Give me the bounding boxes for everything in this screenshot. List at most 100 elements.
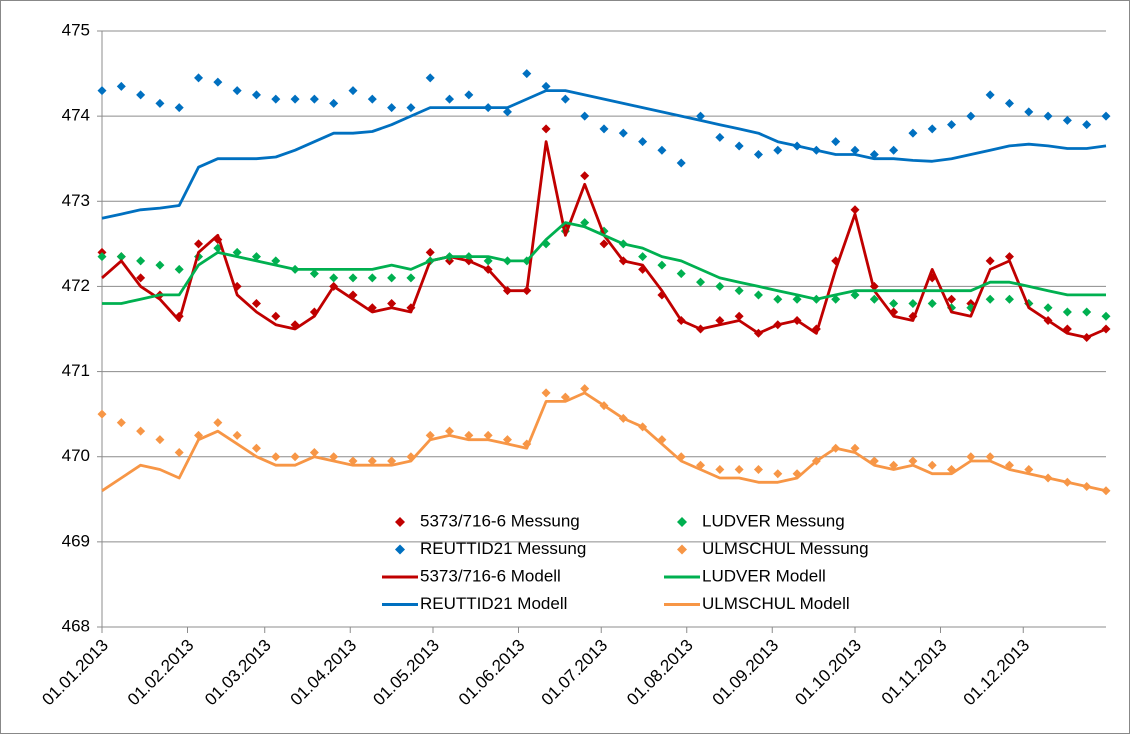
marker [387, 456, 397, 466]
marker [251, 298, 261, 308]
marker [753, 290, 763, 300]
marker [97, 252, 107, 262]
marker [387, 273, 397, 283]
marker [541, 81, 551, 91]
marker [560, 94, 570, 104]
marker [734, 286, 744, 296]
marker [696, 111, 706, 121]
marker [387, 103, 397, 113]
marker [251, 443, 261, 453]
marker [290, 94, 300, 104]
marker [850, 290, 860, 300]
marker [136, 256, 146, 266]
marker [271, 311, 281, 321]
marker [1004, 252, 1014, 262]
marker [676, 158, 686, 168]
marker [869, 149, 879, 159]
marker [232, 86, 242, 96]
y-tick-label: 469 [62, 531, 90, 550]
marker [155, 260, 165, 270]
marker [406, 103, 416, 113]
marker [483, 256, 493, 266]
marker [290, 452, 300, 462]
marker [966, 111, 976, 121]
marker [927, 460, 937, 470]
marker [406, 273, 416, 283]
marker [599, 239, 609, 249]
marker [580, 218, 590, 228]
marker [831, 137, 841, 147]
y-tick-label: 471 [62, 361, 90, 380]
marker [850, 443, 860, 453]
marker [985, 452, 995, 462]
marker [850, 205, 860, 215]
marker [309, 447, 319, 457]
marker [464, 430, 474, 440]
marker [927, 124, 937, 134]
legend-label: REUTTID21 Messung [420, 539, 586, 558]
marker [425, 247, 435, 257]
marker [908, 128, 918, 138]
series-line [101, 89, 1107, 220]
marker [580, 111, 590, 121]
marker [232, 247, 242, 257]
marker [1062, 115, 1072, 125]
marker [1101, 111, 1111, 121]
marker [947, 120, 957, 130]
series-line [101, 391, 1107, 493]
marker [425, 430, 435, 440]
marker [985, 90, 995, 100]
marker [271, 452, 281, 462]
marker [194, 73, 204, 83]
legend-label: ULMSCHUL Modell [702, 594, 850, 613]
marker [445, 426, 455, 436]
legend-swatch [677, 544, 687, 555]
marker [715, 281, 725, 291]
marker [773, 469, 783, 479]
marker [734, 311, 744, 321]
marker [387, 298, 397, 308]
legend-label: 5373/716-6 Modell [420, 566, 561, 585]
marker [502, 435, 512, 445]
marker [425, 73, 435, 83]
marker [715, 464, 725, 474]
legend-swatch [395, 517, 405, 527]
marker [1004, 294, 1014, 304]
marker [1043, 303, 1053, 313]
marker [174, 103, 184, 113]
marker [734, 464, 744, 474]
y-tick-label: 475 [62, 20, 90, 39]
marker [638, 137, 648, 147]
marker [889, 145, 899, 155]
marker [271, 94, 281, 104]
marker [966, 452, 976, 462]
marker [889, 298, 899, 308]
marker [618, 128, 628, 138]
marker [927, 298, 937, 308]
marker [329, 273, 339, 283]
marker [1024, 107, 1034, 117]
y-tick-label: 473 [62, 191, 90, 210]
marker [792, 294, 802, 304]
legend-label: LUDVER Messung [702, 511, 845, 530]
legend-label: 5373/716-6 Messung [420, 511, 580, 530]
marker [657, 260, 667, 270]
marker [753, 149, 763, 159]
marker [136, 90, 146, 100]
marker [348, 456, 358, 466]
marker [174, 264, 184, 274]
marker [1043, 111, 1053, 121]
marker [251, 252, 261, 262]
marker [869, 294, 879, 304]
marker [676, 269, 686, 279]
marker [367, 456, 377, 466]
marker [1082, 307, 1092, 317]
marker [522, 69, 532, 79]
marker [541, 388, 551, 398]
marker [309, 94, 319, 104]
legend-label: REUTTID21 Modell [420, 594, 567, 613]
marker [502, 107, 512, 117]
marker [696, 277, 706, 287]
marker [464, 90, 474, 100]
